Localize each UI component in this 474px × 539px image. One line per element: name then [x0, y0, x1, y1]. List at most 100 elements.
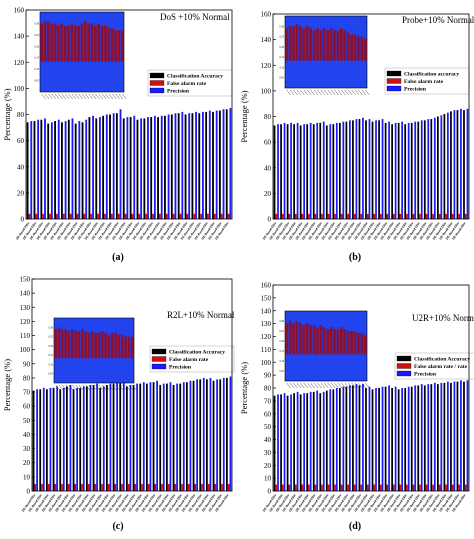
bar-d-2-16 — [381, 386, 384, 491]
bar-a-2-5 — [64, 121, 67, 219]
bar-b-0-0 — [273, 125, 276, 219]
inset-x-tick-c-4 — [68, 384, 74, 391]
bar-b-0-11 — [345, 121, 348, 219]
bar-a-0-17 — [143, 118, 146, 219]
inset-x-tick-d-2 — [293, 382, 298, 389]
inset-x-tick-b-9 — [317, 89, 322, 96]
bar-c-2-14 — [129, 385, 132, 491]
bar-d-0-9 — [332, 389, 335, 491]
bar-d-0-28 — [456, 381, 459, 491]
inset-x-tick-b-8 — [313, 89, 319, 96]
inset-x-tick-a-16 — [95, 93, 100, 100]
y-tick-label-d: 10 — [264, 475, 272, 483]
inset-x-tick-d-6 — [307, 382, 312, 389]
bar-d-0-12 — [352, 385, 354, 491]
inset-y-tick-d: 0.30 — [279, 320, 284, 323]
inset-x-tick-a-8 — [68, 93, 73, 100]
bar-b-0-24 — [430, 119, 433, 219]
bar-b-2-15 — [375, 120, 377, 219]
chart-panel-b: 0 20 40 60 80 100 120 140 160 DE-Based EliteDE-B… — [239, 11, 474, 264]
bar-b-0-4 — [299, 125, 302, 219]
inset-x-tick-c-19 — [118, 384, 124, 391]
inset-bar-b-8 — [312, 30, 316, 61]
inset-a: 0.05 0.10 0.15 0.20 0.25 0.30 — [34, 11, 127, 100]
y-tick-label-d: 70 — [264, 397, 272, 405]
legend-swatch-b-1 — [386, 78, 402, 84]
inset-x-tick-d-11 — [324, 382, 329, 389]
bar-d-2-29 — [466, 380, 469, 491]
inset-bar-d-16 — [340, 327, 343, 355]
inset-bar-b-23 — [363, 38, 367, 61]
bar-a-2-19 — [160, 115, 163, 219]
bar-c-0-7 — [79, 387, 82, 491]
inset-x-tick-c-20 — [122, 384, 127, 391]
bar-d-2-2 — [290, 394, 292, 491]
y-tick-label-c: 0 — [27, 488, 31, 496]
bar-c-2-19 — [162, 383, 165, 491]
bar-c-2-5 — [69, 385, 72, 491]
bar-b-0-5 — [306, 124, 309, 219]
bar-d-1-20 — [406, 484, 408, 491]
bar-d-2-25 — [440, 382, 443, 491]
y-tick-label-b: 120 — [261, 62, 272, 70]
legend-swatch-c-1 — [151, 356, 167, 362]
bar-a-1-6 — [69, 213, 72, 219]
inset-bar-c-16 — [107, 334, 111, 359]
bar-b-1-3 — [294, 213, 297, 219]
bar-b-1-7 — [321, 213, 323, 219]
bar-d-2-22 — [420, 384, 423, 491]
inset-x-tick-b-2 — [293, 89, 298, 96]
legend-swatch-d-2 — [396, 370, 412, 377]
inset-x-tick-d-21 — [358, 382, 363, 389]
bar-a-2-11 — [105, 114, 108, 219]
bar-a-0-19 — [157, 117, 159, 219]
bar-c-0-17 — [146, 383, 148, 491]
bar-c-0-12 — [112, 383, 115, 491]
bar-c-1-5 — [67, 483, 70, 491]
bar-b-0-13 — [358, 119, 361, 219]
bar-d-0-17 — [384, 386, 387, 491]
bar-a-1-7 — [76, 213, 79, 219]
inset-x-tick-a-24 — [122, 93, 127, 100]
inset-x-tick-c-11 — [92, 384, 97, 391]
inset-y-tick-c: 0.25 — [48, 336, 53, 339]
bar-a-1-0 — [28, 213, 31, 219]
bar-c-0-23 — [186, 382, 188, 491]
bar-d-2-15 — [375, 388, 377, 491]
bar-d-1-28 — [458, 484, 461, 491]
bar-b-2-20 — [407, 122, 410, 219]
inset-bar-a-7 — [63, 25, 67, 62]
bar-b-0-18 — [391, 124, 393, 219]
bar-d-1-27 — [451, 484, 454, 491]
bar-c-1-29 — [227, 483, 230, 491]
inset-x-tick-b-18 — [348, 89, 353, 96]
y-tick-label-a: 40 — [17, 163, 25, 171]
bar-b-1-29 — [464, 213, 467, 219]
bar-b-2-1 — [283, 122, 286, 219]
bar-d-0-3 — [293, 393, 295, 491]
inset-bar-a-14 — [87, 23, 91, 62]
bar-c-0-1 — [39, 389, 42, 491]
bar-c-2-2 — [49, 387, 52, 491]
bar-d-0-1 — [280, 394, 282, 491]
inset-x-tick-a-22 — [115, 93, 120, 100]
bar-c-0-27 — [212, 380, 215, 491]
inset-bar-c-5 — [71, 329, 74, 359]
bar-a-0-12 — [109, 114, 111, 219]
inset-y-tick-c: 0.05 — [48, 373, 53, 376]
inset-bar-c-23 — [131, 336, 134, 359]
inset-bar-c-12 — [94, 332, 97, 359]
bar-a-1-25 — [200, 213, 203, 219]
bar-c-0-26 — [206, 379, 208, 491]
inset-y-tick-b: 0.15 — [279, 56, 284, 59]
inset-bar-b-5 — [302, 28, 306, 61]
inset-bar-d-0 — [285, 323, 289, 355]
legend-label-d-1: False alarm rate / rate — [414, 364, 468, 370]
bar-b-0-19 — [397, 122, 400, 219]
bar-d-2-7 — [322, 391, 325, 491]
inset-y-tick-d: 0.10 — [279, 360, 284, 363]
bar-c-1-15 — [134, 483, 137, 491]
y-tick-label-b: 100 — [261, 87, 272, 95]
inset-bar-d-13 — [329, 327, 333, 355]
